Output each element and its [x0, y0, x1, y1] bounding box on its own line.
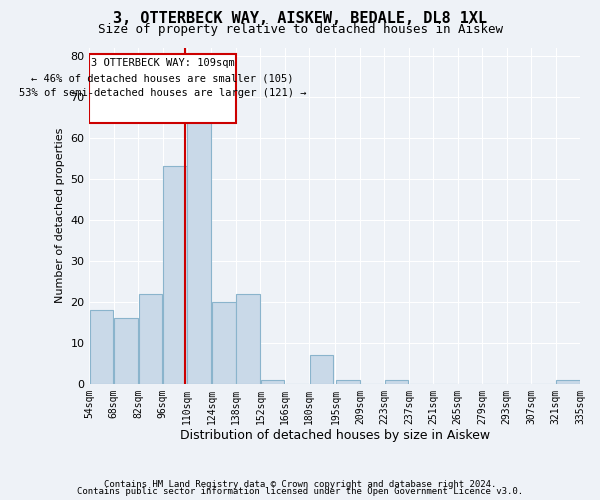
- FancyBboxPatch shape: [89, 54, 236, 124]
- Bar: [212, 302, 236, 384]
- Text: Contains HM Land Registry data © Crown copyright and database right 2024.: Contains HM Land Registry data © Crown c…: [104, 480, 496, 489]
- Y-axis label: Number of detached properties: Number of detached properties: [55, 128, 65, 304]
- Text: 3, OTTERBECK WAY, AISKEW, BEDALE, DL8 1XL: 3, OTTERBECK WAY, AISKEW, BEDALE, DL8 1X…: [113, 11, 487, 26]
- X-axis label: Distribution of detached houses by size in Aiskew: Distribution of detached houses by size …: [179, 430, 490, 442]
- Bar: [89, 310, 113, 384]
- Bar: [385, 380, 409, 384]
- Bar: [139, 294, 162, 384]
- Text: 53% of semi-detached houses are larger (121) →: 53% of semi-detached houses are larger (…: [19, 88, 307, 99]
- Bar: [114, 318, 138, 384]
- Bar: [261, 380, 284, 384]
- Bar: [310, 355, 334, 384]
- Bar: [336, 380, 359, 384]
- Bar: [187, 109, 211, 384]
- Text: Contains public sector information licensed under the Open Government Licence v3: Contains public sector information licen…: [77, 488, 523, 496]
- Text: 3 OTTERBECK WAY: 109sqm: 3 OTTERBECK WAY: 109sqm: [91, 58, 235, 68]
- Bar: [556, 380, 580, 384]
- Text: Size of property relative to detached houses in Aiskew: Size of property relative to detached ho…: [97, 24, 503, 36]
- Text: ← 46% of detached houses are smaller (105): ← 46% of detached houses are smaller (10…: [31, 74, 294, 84]
- Bar: [236, 294, 260, 384]
- Bar: [163, 166, 187, 384]
